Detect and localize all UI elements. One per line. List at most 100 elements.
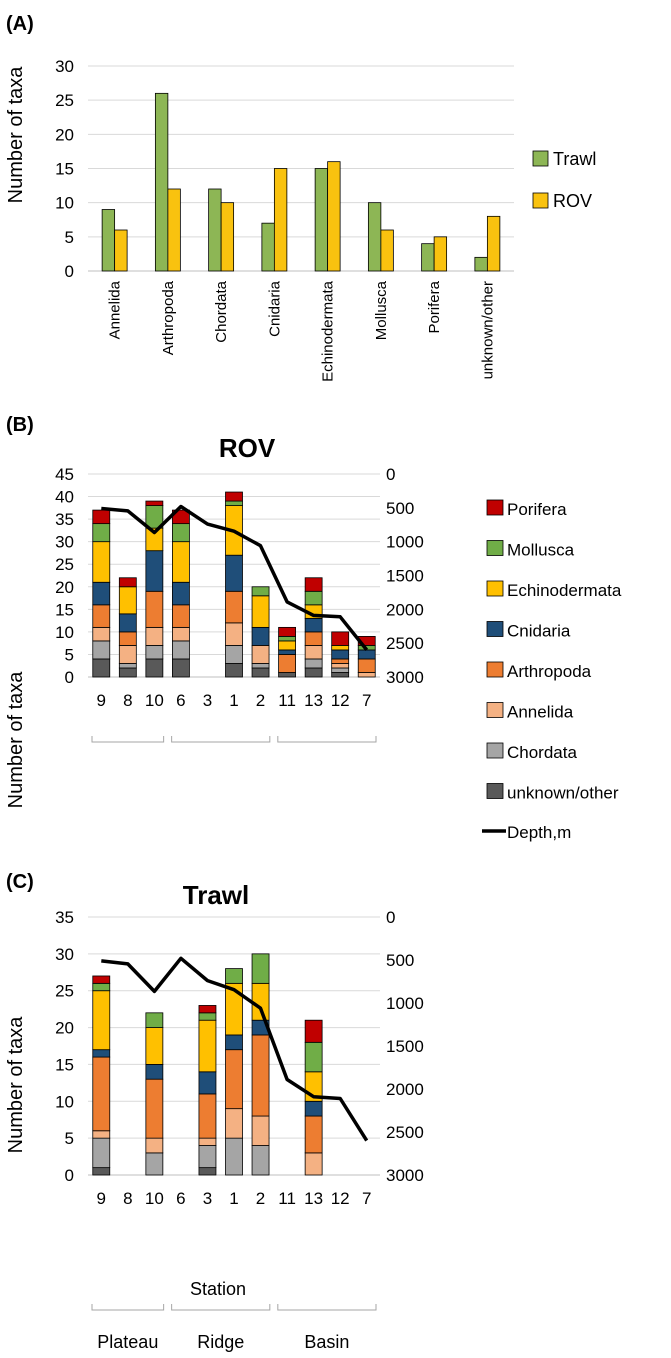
bar-segment-cnidaria-station-10 [145, 1064, 164, 1080]
panel-b-x-ticks: 9 8 10 6 3 1 2 11 13 12 7 [97, 691, 372, 710]
bar-segment-unknown-other-station-13 [304, 667, 323, 678]
bar-segment-arthropoda-station-13 [304, 1115, 323, 1154]
station-tick-label: 2 [256, 1189, 265, 1208]
station-tick-label: 11 [278, 1189, 296, 1208]
bar-segment-echinodermata-station-2 [251, 982, 270, 1021]
bar-segment-annelida-station-12 [331, 663, 350, 669]
bar-segment-cnidaria-station-12 [331, 649, 350, 660]
bar-segment-arthropoda-station-10 [145, 1078, 164, 1139]
legend-swatch-annelida [486, 702, 504, 718]
bar-segment-cnidaria-station-1 [225, 1034, 243, 1051]
panel-a-x-tick-label: Arthropoda [160, 280, 177, 355]
depth-tick-label: 3000 [386, 1166, 424, 1185]
bar-segment-cnidaria-station-9 [92, 1049, 111, 1058]
bar-rov-porifera [433, 236, 448, 272]
bar-segment-arthropoda-station-11 [278, 654, 296, 673]
bar-segment-mollusca-station-11 [278, 636, 296, 642]
panel-a-y-tick-label: 5 [65, 228, 74, 247]
bar-segment-unknown-other-station-2 [251, 667, 270, 678]
panel-a-legend: Trawl ROV [532, 149, 596, 211]
y-tick-label: 25 [55, 982, 74, 1001]
group-label-basin: Basin [304, 1332, 349, 1352]
bar-segment-cnidaria-station-11 [278, 649, 296, 655]
station-tick-label: 10 [145, 691, 164, 710]
y-tick-label: 5 [65, 645, 74, 664]
bar-segment-mollusca-station-2 [251, 953, 270, 984]
legend-label-annelida: Annelida [507, 703, 574, 722]
depth-line [101, 956, 369, 1142]
panel-b-y-ticks: 0 5 10 15 20 25 30 35 40 45 [55, 465, 74, 687]
bar-segment-echinodermata-station-8 [118, 586, 137, 615]
bar-segment-porifera-station-1 [225, 491, 243, 502]
legend-swatch-rov [532, 192, 549, 209]
bar-segment-cnidaria-station-8 [118, 613, 137, 633]
bar-segment-annelida-station-10 [145, 626, 164, 646]
y-tick-label: 35 [55, 510, 74, 529]
bar-trawl-echinodermata [314, 168, 329, 272]
bar-segment-unknown-other-station-9 [92, 658, 111, 678]
group-bracket-plateau [91, 736, 165, 743]
group-bracket-ridge [171, 736, 271, 743]
bar-rov-echinodermata [327, 161, 341, 272]
legend-swatch-porifera [486, 499, 504, 516]
bar-segment-cnidaria-station-6 [172, 581, 190, 606]
depth-tick-label: 0 [386, 465, 395, 484]
y-tick-label: 20 [55, 578, 74, 597]
station-tick-label: 2 [256, 691, 265, 710]
bar-segment-unknown-other-station-1 [225, 663, 243, 678]
bar-segment-echinodermata-station-10 [145, 1027, 164, 1065]
depth-tick-label: 2500 [386, 1123, 424, 1142]
bar-segment-mollusca-station-1 [225, 500, 243, 506]
depth-tick-label: 1000 [386, 533, 424, 552]
bar-segment-chordata-station-3 [198, 1145, 217, 1169]
panel-a-x-tick-label: Porifera [426, 280, 443, 333]
panel-a-y-tick-label: 30 [55, 57, 74, 76]
panel-b-depth-line [101, 504, 369, 651]
bar-segment-porifera-station-13 [304, 1019, 323, 1043]
bar-trawl-mollusca [367, 202, 382, 272]
bar-segment-arthropoda-station-3 [198, 1093, 217, 1139]
station-tick-label: 6 [176, 691, 185, 710]
y-tick-label: 10 [55, 623, 74, 642]
bar-segment-porifera-station-10 [145, 500, 164, 506]
legend-label-rov: ROV [553, 191, 592, 211]
station-tick-label: 1 [229, 1189, 238, 1208]
bar-segment-arthropoda-station-1 [225, 590, 243, 624]
bar-segment-unknown-other-station-3 [198, 1167, 217, 1176]
bar-segment-chordata-station-10 [145, 1152, 164, 1176]
y-tick-label: 15 [55, 1055, 74, 1074]
group-label-ridge: Ridge [197, 1332, 244, 1352]
station-tick-label: 11 [278, 691, 296, 710]
depth-tick-label: 0 [386, 908, 395, 927]
panel-b-title: ROV [219, 433, 276, 463]
bar-trawl-arthropoda [154, 92, 169, 272]
legend-label-cnidaria: Cnidaria [507, 622, 571, 641]
y-tick-label: 35 [55, 908, 74, 927]
group-label-plateau: Plateau [97, 1332, 158, 1352]
panel-a-y-tick-label: 20 [55, 125, 74, 144]
depth-tick-label: 500 [386, 951, 414, 970]
bar-segment-porifera-station-12 [331, 631, 350, 646]
bar-segment-mollusca-station-9 [92, 982, 111, 992]
y-tick-label: 30 [55, 533, 74, 552]
panel-b-bars [92, 491, 376, 678]
bar-segment-cnidaria-station-9 [92, 581, 111, 606]
depth-tick-label: 2000 [386, 1080, 424, 1099]
panel-c-label: (C) [6, 871, 34, 893]
group-bracket-ridge [171, 1304, 271, 1311]
legend-swatch-trawl [532, 150, 549, 167]
bar-rov-unknown-other [486, 215, 501, 272]
panel-b-legend: Porifera Mollusca Echinodermata Cnidaria Art… [482, 499, 622, 842]
bar-segment-annelida-station-1 [225, 1108, 243, 1139]
panel-c-y-ticks: 0 5 10 15 20 25 30 35 [55, 908, 74, 1185]
legend-label-mollusca: Mollusca [507, 541, 575, 560]
station-tick-label: 8 [123, 691, 132, 710]
panel-b-group-brackets [91, 736, 377, 743]
bar-segment-annelida-station-13 [304, 1152, 323, 1176]
legend-swatch-unknown-other [486, 783, 504, 799]
panel-a-y-tick-label: 25 [55, 91, 74, 110]
bar-segment-cnidaria-station-7 [357, 649, 376, 660]
panel-b-label: (B) [6, 414, 34, 436]
legend-swatch-mollusca [486, 540, 504, 556]
bar-segment-porifera-station-9 [92, 509, 111, 525]
